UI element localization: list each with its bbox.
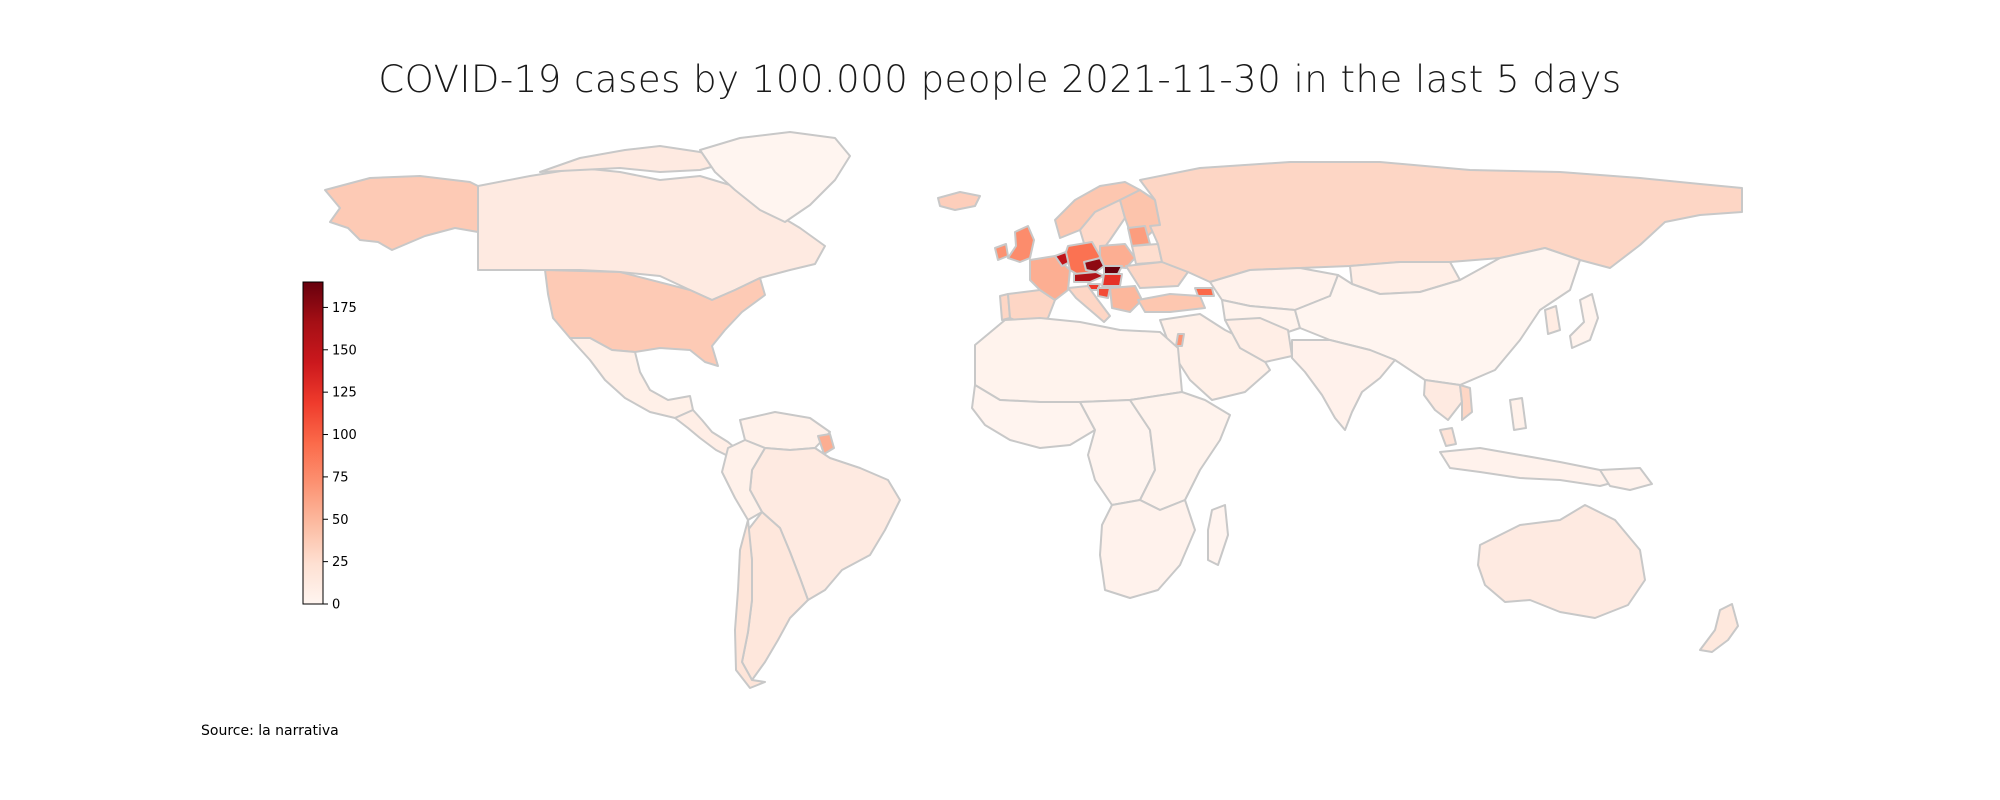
source-note: Source: la narrativa [201, 723, 339, 739]
country-shapes [324, 131, 1743, 689]
region-india [1291, 339, 1396, 431]
colorbar: 0 25 50 75 100 125 150 175 [302, 281, 357, 613]
region-ireland [994, 243, 1009, 261]
region-hungary [1101, 273, 1123, 287]
region-balkans [1109, 285, 1143, 313]
region-french-guiana [817, 433, 835, 455]
region-japan [1569, 293, 1599, 349]
region-australia [1477, 504, 1646, 619]
region-peru [721, 439, 766, 521]
region-vietnam [1459, 384, 1473, 421]
colorbar-tick-label: 100 [332, 428, 357, 443]
region-uk [1007, 225, 1035, 263]
colorbar-tick-label: 125 [332, 386, 357, 401]
region-belarus [1131, 243, 1163, 265]
region-east-africa [1129, 391, 1231, 511]
colorbar-tick-label: 175 [332, 301, 357, 316]
region-papua-new-guinea [1599, 467, 1653, 491]
region-middle-east [1159, 313, 1271, 401]
region-philippines [1509, 397, 1527, 431]
region-georgia [1194, 287, 1215, 297]
region-west-africa [971, 384, 1096, 449]
region-north-africa [974, 317, 1183, 403]
region-austria [1073, 271, 1105, 283]
region-italy [1067, 285, 1111, 323]
region-croatia [1097, 287, 1111, 299]
region-slovakia [1103, 265, 1123, 275]
colorbar-tick-label: 150 [332, 343, 357, 358]
region-alaska [324, 175, 479, 251]
region-southeast-asia [1423, 379, 1463, 421]
colorbar-ticks: 0 25 50 75 100 125 150 175 [323, 301, 357, 613]
region-southern-africa [1099, 499, 1196, 599]
region-greenland [699, 131, 851, 223]
region-mexico [569, 337, 694, 419]
region-malaysia [1439, 427, 1457, 447]
colorbar-tick-label: 0 [332, 598, 340, 613]
region-baltics [1127, 225, 1151, 247]
region-indonesia [1439, 447, 1631, 487]
region-iceland [937, 191, 981, 211]
region-turkey [1137, 293, 1206, 313]
region-new-zealand [1699, 603, 1739, 653]
colorbar-gradient [302, 281, 324, 605]
colorbar-tick-label: 50 [332, 513, 349, 528]
region-israel [1175, 333, 1185, 347]
region-china [1294, 247, 1581, 386]
colorbar-tick-label: 25 [332, 555, 349, 570]
colorbar-tick-label: 75 [332, 470, 349, 485]
region-poland [1099, 243, 1136, 269]
region-czechia [1083, 257, 1105, 273]
region-ukraine [1125, 261, 1189, 289]
map-title: COVID-19 cases by 100.000 people 2021-11… [378, 58, 1622, 101]
region-chile [734, 519, 766, 689]
region-korea [1544, 305, 1561, 335]
region-madagascar [1207, 504, 1229, 566]
